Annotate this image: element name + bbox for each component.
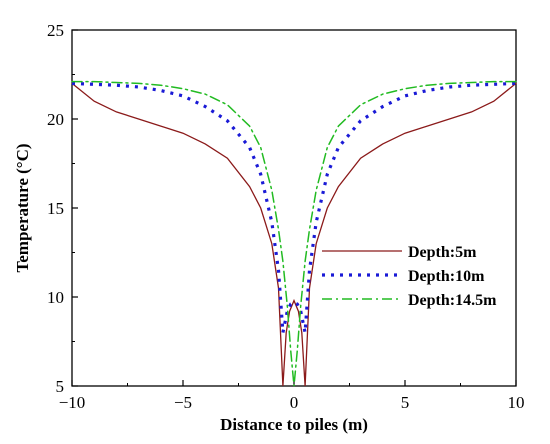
y-tick-label: 10 [47, 288, 64, 307]
y-tick-label: 15 [47, 199, 64, 218]
series-layer [71, 80, 517, 387]
legend: Depth:5m Depth:10m Depth:14.5m [322, 244, 497, 309]
series-line-1 [71, 82, 517, 387]
series-line-3 [71, 80, 517, 387]
x-tick-label: −10 [59, 393, 86, 412]
x-tick-label: 5 [401, 393, 410, 412]
x-tick-label: 0 [290, 393, 299, 412]
x-axis-title: Distance to piles (m) [220, 415, 368, 434]
x-tick-label: 10 [508, 393, 525, 412]
legend-label-2: Depth:10m [408, 268, 485, 285]
x-tick-label: −5 [174, 393, 192, 412]
y-tick-label: 5 [56, 377, 65, 396]
axis-ticks: −10 −5 0 5 10 5 10 15 20 25 [47, 21, 525, 412]
y-tick-label: 20 [47, 110, 64, 129]
legend-label-3: Depth:14.5m [408, 292, 497, 309]
y-axis-title: Temperature (°C) [13, 143, 32, 272]
y-tick-label: 25 [47, 21, 64, 40]
legend-label-1: Depth:5m [408, 244, 477, 261]
